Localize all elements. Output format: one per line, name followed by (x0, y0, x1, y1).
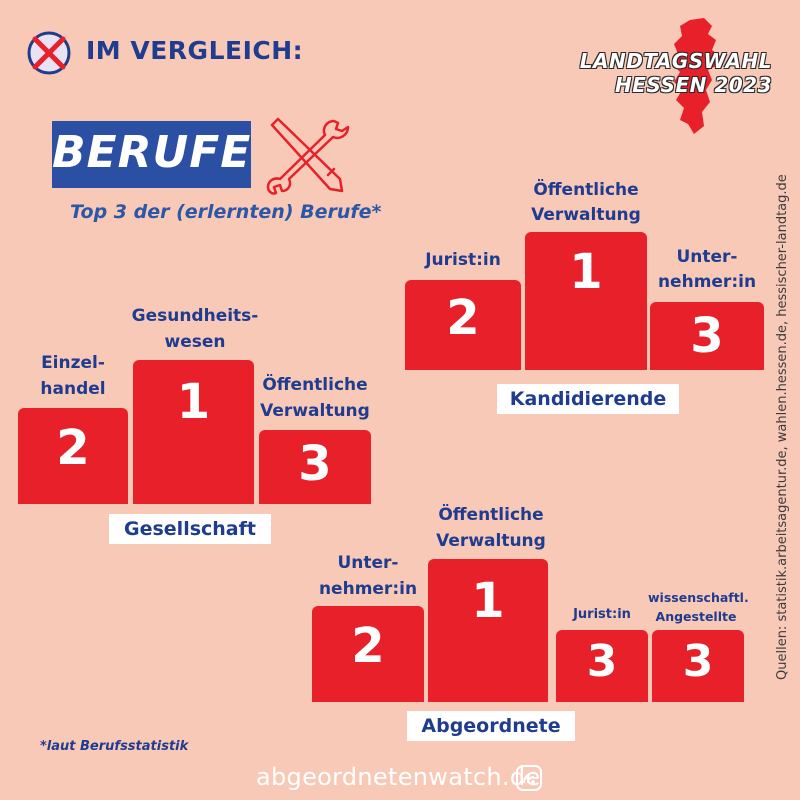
step-second: 2 (18, 408, 128, 504)
step-third: 3 (650, 302, 764, 370)
logo-line-1: LANDTAGSWAHL (579, 49, 772, 73)
label-first: Gesundheits- wesen (128, 303, 262, 355)
label-first: Öffentliche Verwaltung (428, 502, 554, 554)
election-logo: LANDTAGSWAHL HESSEN 2023 (580, 16, 782, 136)
rank-second: 2 (56, 420, 90, 476)
brand-name: abgeordnetenwatch.de (256, 763, 541, 791)
rank-first: 1 (176, 374, 211, 430)
step-second: 2 (312, 606, 424, 702)
step-third-b: 3 (652, 630, 744, 702)
rank-third: 3 (690, 308, 724, 364)
rank-first: 1 (569, 244, 603, 300)
step-second: 2 (405, 280, 521, 370)
logo-line-2: HESSEN 2023 (614, 73, 772, 97)
step-third-a: 3 (556, 630, 648, 702)
label-first-line-2: Verwaltung (436, 531, 546, 551)
tools-icon (266, 117, 350, 195)
rank-second: 2 (446, 290, 480, 346)
hessen-map-icon (672, 18, 720, 134)
label-third-b-line-1: wissenschaftl. (648, 590, 749, 605)
label-second-line-1: Unter- (337, 553, 399, 573)
step-first: 1 (133, 360, 254, 504)
label-third-b-line-2: Angestellte (655, 609, 737, 624)
group-label: Gesellschaft (109, 514, 271, 544)
rank-third-a: 3 (586, 636, 618, 687)
topic-box (52, 121, 251, 188)
rank-second: 2 (351, 618, 385, 674)
sources-text: Quellen: statistik.arbeitsagentur.de, wa… (775, 174, 790, 680)
label-first: Öffentliche Verwaltung (525, 178, 647, 228)
label-third: Öffentliche Verwaltung (258, 372, 372, 424)
ballot-x-icon (27, 31, 71, 75)
step-first: 1 (428, 559, 548, 702)
footnote: *laut Berufsstatistik (40, 739, 189, 754)
label-second-line-2: nehmer:in (318, 579, 418, 599)
label-first-line-1: Öffentliche (438, 505, 544, 525)
rank-first: 1 (471, 573, 505, 629)
label-third: Unter- nehmer:in (650, 245, 764, 295)
step-third: 3 (259, 430, 371, 504)
topic-label: BERUFE (52, 127, 252, 178)
label-third-line-2: Verwaltung (260, 401, 370, 421)
label-second: Jurist:in (425, 250, 501, 270)
label-first-line-1: Öffentliche (533, 180, 639, 200)
label-first-line-2: wesen (164, 332, 226, 352)
step-first: 1 (525, 232, 647, 370)
label-third-line-1: Unter- (676, 247, 738, 267)
label-first-line-2: Verwaltung (531, 205, 641, 225)
label-first-line-1: Gesundheits- (131, 306, 259, 326)
label-second: Unter- nehmer:in (312, 550, 424, 602)
rank-third-b: 3 (682, 636, 714, 687)
group-label: Kandidierende (497, 384, 679, 414)
rank-third: 3 (298, 436, 332, 492)
label-second-line-2: handel (40, 379, 106, 399)
label-second: Einzel- handel (18, 350, 128, 402)
label-third-a: Jurist:in (573, 607, 631, 622)
subtitle: Top 3 der (erlernten) Berufe* (70, 201, 382, 223)
label-third-b: wissenschaftl. Angestellte (648, 588, 749, 626)
header-title: IM VERGLEICH: (86, 36, 304, 65)
label-third-line-1: Öffentliche (262, 375, 368, 395)
label-third-line-2: nehmer:in (657, 272, 757, 292)
group-label: Abgeordnete (407, 711, 575, 741)
brand-logo-icon (516, 765, 542, 791)
label-second-line-1: Einzel- (41, 353, 105, 373)
